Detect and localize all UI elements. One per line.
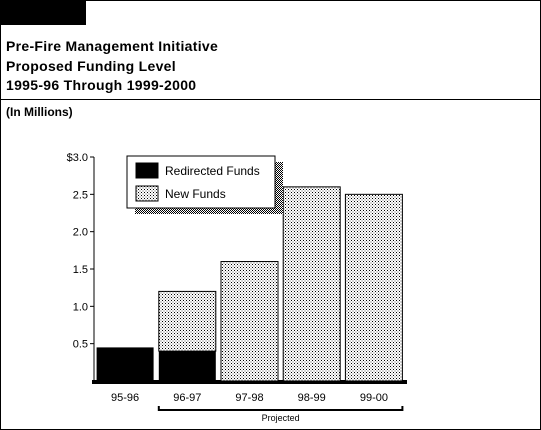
bar-new-funds bbox=[344, 193, 403, 382]
bar-new-funds bbox=[220, 261, 279, 382]
y-tick-label: 1.5 bbox=[73, 264, 88, 276]
units-label: (In Millions) bbox=[6, 105, 73, 119]
y-tick-label: 2.0 bbox=[73, 227, 88, 239]
bar-new-funds bbox=[282, 186, 341, 382]
title-line-1: Pre-Fire Management Initiative bbox=[6, 38, 219, 54]
legend-swatch-redirected bbox=[135, 162, 159, 179]
title-line-2: Proposed Funding Level bbox=[6, 57, 176, 74]
y-tick-label: 0.5 bbox=[73, 339, 88, 351]
legend-swatch-new-funds bbox=[135, 185, 159, 202]
y-tick-label: 2.5 bbox=[73, 189, 88, 201]
y-tick-label: 1.0 bbox=[73, 301, 88, 313]
header-tab-decoration bbox=[1, 1, 86, 25]
x-axis-baseline bbox=[92, 380, 407, 384]
title-divider bbox=[1, 99, 540, 100]
projected-bracket bbox=[157, 406, 404, 411]
legend-label: Redirected Funds bbox=[165, 164, 260, 178]
chart-title: Pre-Fire Management Initiative Proposed … bbox=[6, 37, 218, 96]
legend-label: New Funds bbox=[165, 187, 226, 201]
bar-redirected-funds bbox=[158, 351, 216, 381]
x-category-label: 97-98 bbox=[235, 392, 263, 404]
x-category-label: 96-97 bbox=[173, 392, 201, 404]
projected-label: Projected bbox=[262, 413, 300, 423]
bar-new-funds bbox=[158, 290, 217, 352]
x-category-label: 99-00 bbox=[360, 392, 388, 404]
x-category-label: 95-96 bbox=[111, 392, 139, 404]
bar-redirected-funds bbox=[96, 347, 154, 381]
title-line-3: 1995-96 Through 1999-2000 bbox=[6, 77, 197, 93]
y-tick-label: $3.0 bbox=[67, 152, 88, 164]
x-category-label: 98-99 bbox=[298, 392, 326, 404]
